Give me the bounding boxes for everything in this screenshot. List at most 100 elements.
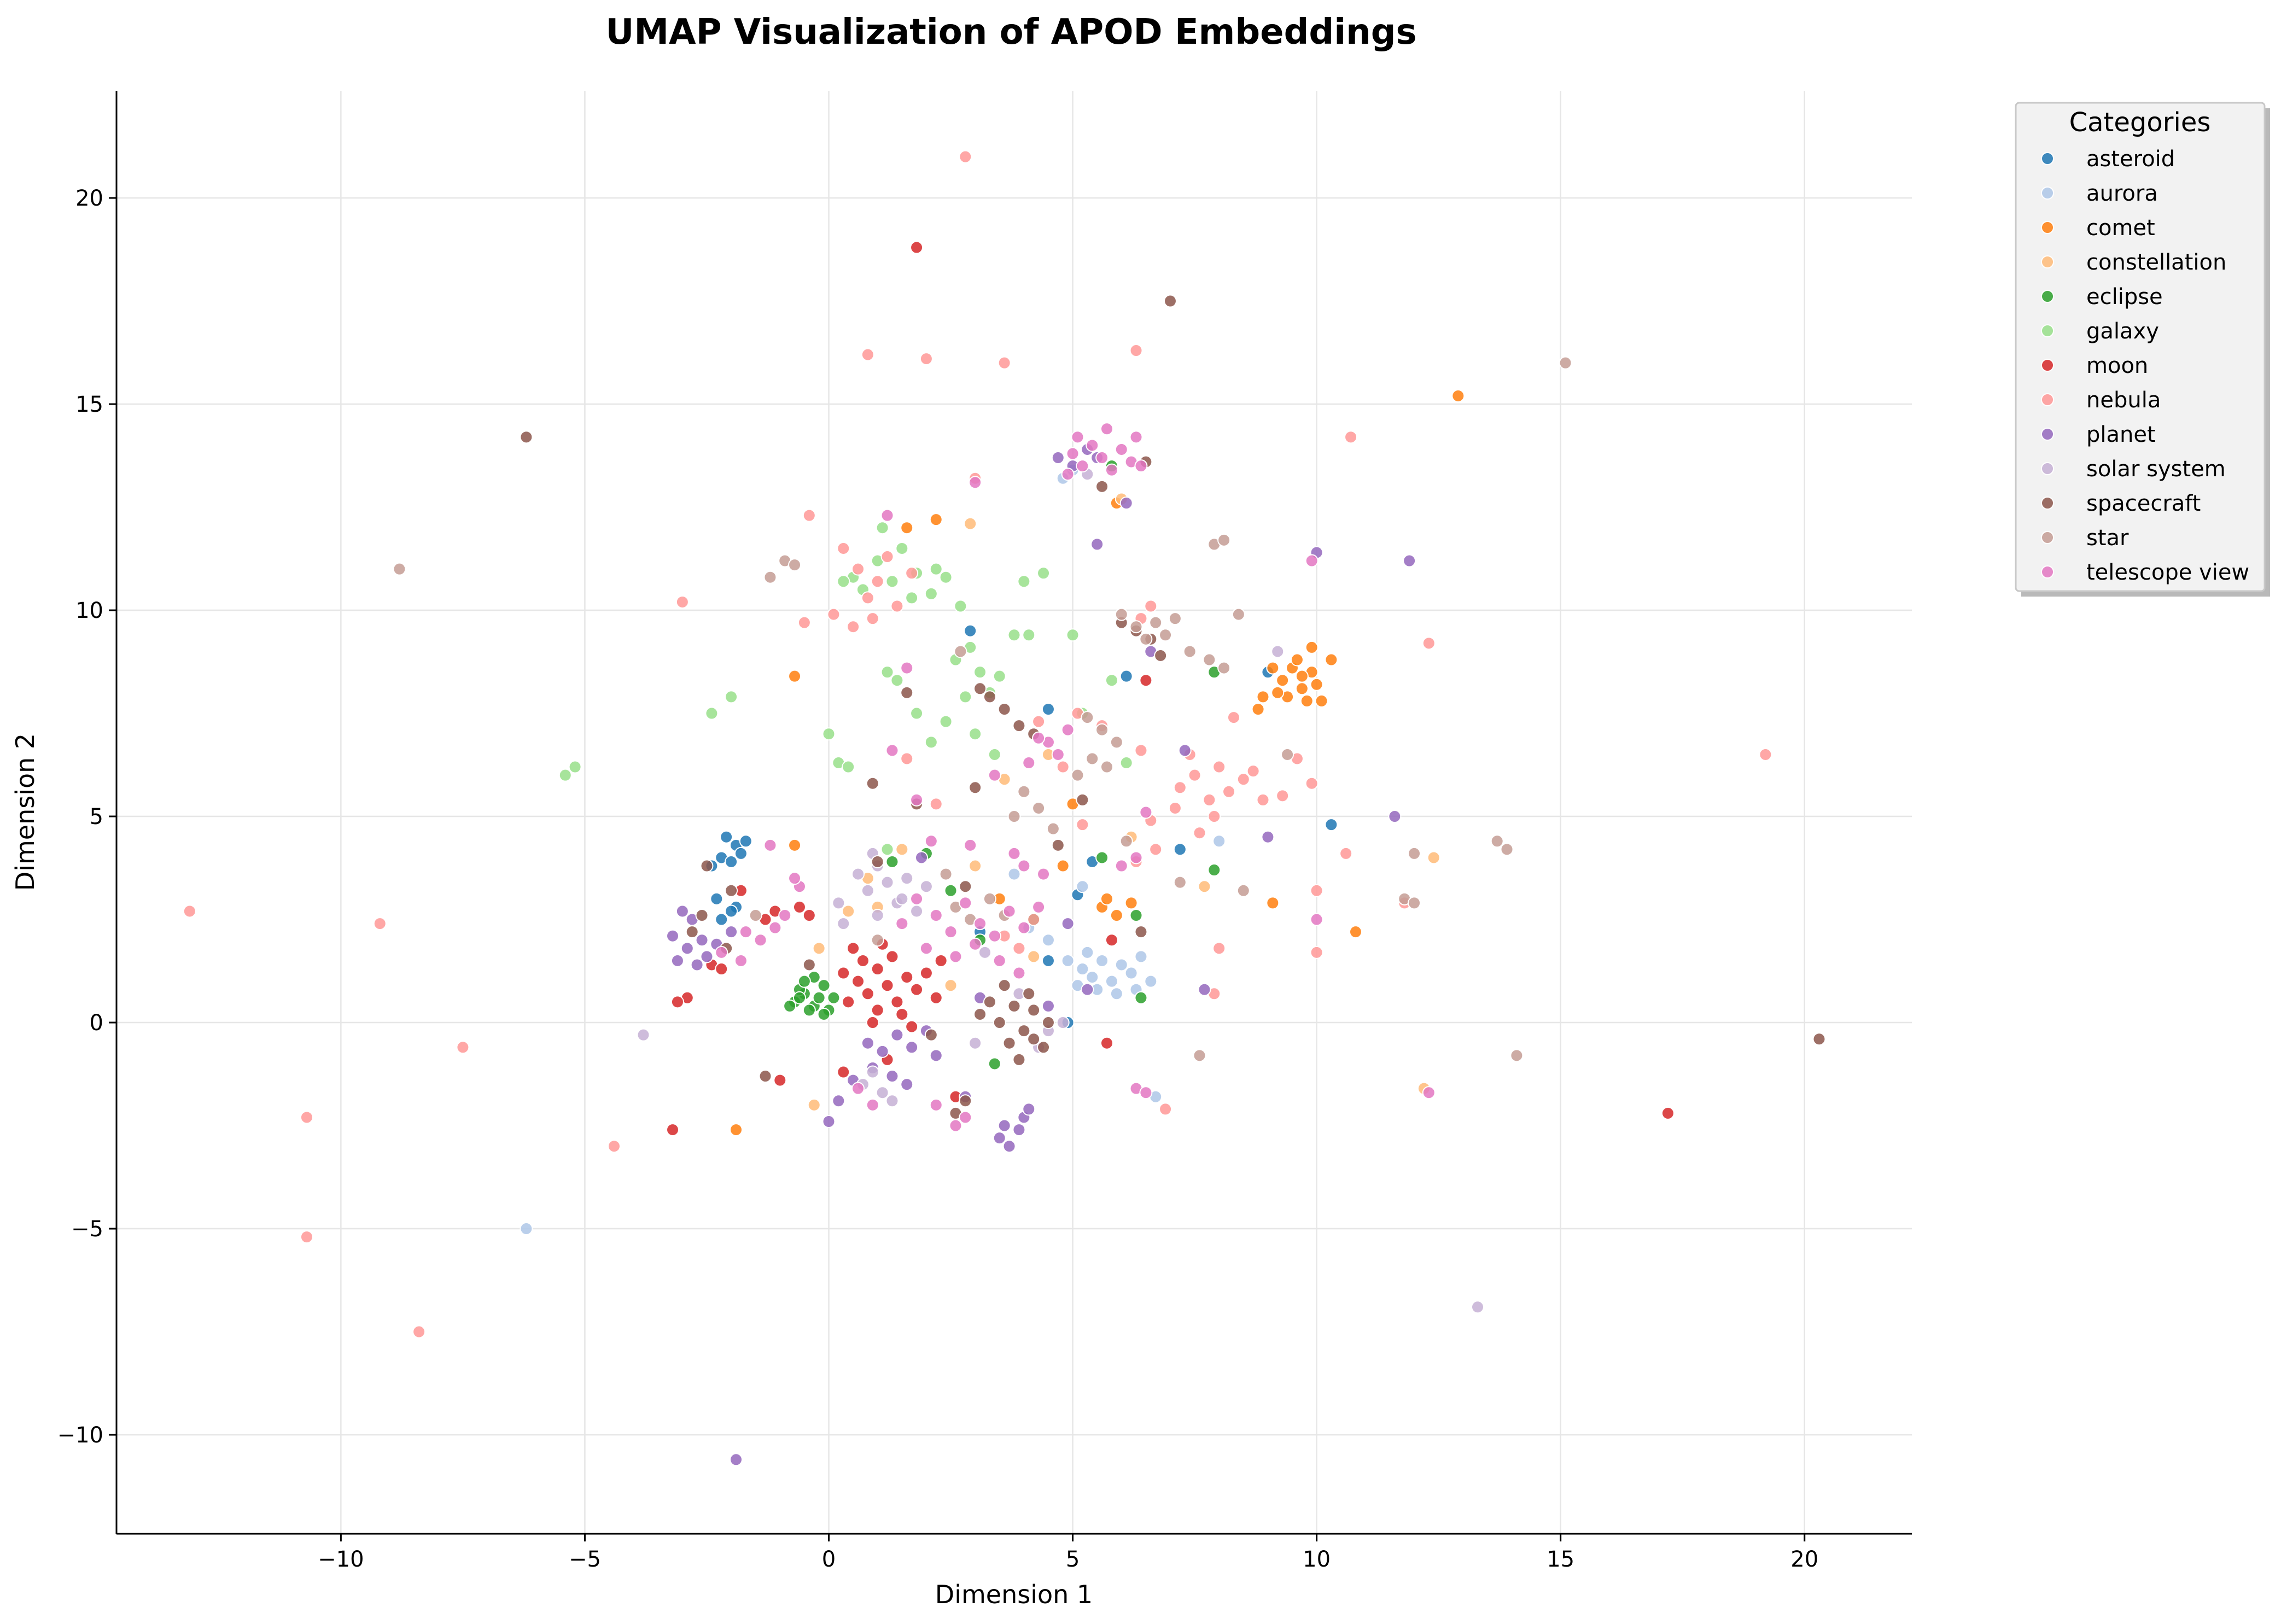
data-point [847, 942, 860, 955]
data-point [1061, 917, 1075, 931]
data-point [964, 624, 977, 638]
data-point [973, 1007, 987, 1021]
data-point [1095, 480, 1109, 493]
data-point [1071, 768, 1084, 782]
data-point [1002, 1036, 1016, 1050]
data-point [914, 851, 928, 864]
data-point [1154, 649, 1168, 662]
data-point [1173, 843, 1187, 856]
data-point [1193, 1049, 1206, 1062]
data-point [1076, 880, 1089, 893]
data-point [802, 1003, 816, 1017]
x-tick-label: 0 [822, 1547, 836, 1572]
data-point [959, 150, 972, 163]
data-point [1105, 974, 1118, 988]
data-point [964, 517, 977, 530]
y-tick-label: 0 [90, 1010, 103, 1036]
data-point [725, 690, 738, 704]
data-point [1427, 851, 1440, 864]
data-point [900, 1078, 914, 1091]
data-point [929, 991, 943, 1004]
data-point [680, 942, 694, 955]
data-point [842, 995, 855, 1009]
legend-item: eclipse [2041, 284, 2163, 309]
data-point [837, 917, 850, 931]
data-point [715, 962, 728, 976]
data-point [871, 909, 884, 922]
data-point [1315, 694, 1328, 708]
legend-label: eclipse [2086, 284, 2163, 309]
data-point [929, 797, 943, 811]
data-point [715, 945, 728, 959]
data-point [1451, 389, 1465, 402]
y-axis-label: Dimension 2 [10, 733, 40, 891]
data-point [1100, 760, 1114, 774]
data-point [871, 933, 884, 947]
series-moon [666, 241, 1675, 1137]
data-point [988, 929, 1001, 943]
data-point [885, 575, 899, 588]
data-point [861, 348, 874, 361]
data-point [954, 599, 967, 613]
data-point [1163, 294, 1177, 308]
data-point [895, 917, 909, 931]
data-point [1007, 999, 1021, 1013]
data-point [969, 859, 982, 873]
data-point [1061, 468, 1075, 481]
data-point [1310, 677, 1323, 691]
data-point [695, 933, 709, 947]
series-constellation [807, 492, 1440, 1112]
data-point [1193, 826, 1206, 840]
series-aurora [520, 463, 1226, 1236]
legend-label: aurora [2086, 181, 2158, 206]
data-point [832, 1094, 845, 1108]
legend-item: nebula [2041, 388, 2161, 413]
data-point [900, 752, 914, 766]
data-point [866, 1098, 879, 1112]
data-point [866, 1016, 879, 1030]
data-point [788, 558, 802, 572]
data-point [1051, 451, 1065, 465]
data-point [797, 974, 811, 988]
legend-items: asteroid aurora comet constellation eclipse g… [2041, 147, 2249, 585]
legend-label: solar system [2086, 457, 2226, 482]
data-point [822, 727, 836, 741]
data-point [861, 1036, 874, 1050]
data-point [1207, 810, 1221, 823]
data-point [997, 1119, 1011, 1132]
data-point [1144, 599, 1158, 613]
data-point [856, 954, 870, 967]
data-point [939, 867, 953, 881]
data-point [1012, 966, 1026, 980]
data-point [1271, 686, 1285, 699]
y-tick-label: 20 [75, 186, 103, 211]
data-point [851, 1082, 865, 1095]
data-point [1100, 422, 1114, 436]
data-point [880, 550, 894, 564]
data-point [1066, 628, 1080, 642]
data-point [812, 991, 826, 1004]
data-point [1236, 884, 1250, 897]
y-tick-label: 5 [90, 804, 103, 829]
data-point [1149, 843, 1163, 856]
data-point [929, 1049, 943, 1062]
data-point [807, 1098, 821, 1112]
series-galaxy [558, 521, 1133, 856]
data-point [773, 1073, 787, 1087]
legend: Categories asteroid aurora comet constellat… [2015, 102, 2270, 597]
data-point [1076, 818, 1089, 832]
data-point [1471, 1300, 1485, 1314]
data-point [1095, 723, 1109, 737]
data-point [1105, 674, 1118, 687]
legend-label: moon [2086, 353, 2148, 378]
legend-marker [2041, 359, 2054, 372]
x-tick-label: 5 [1066, 1547, 1080, 1572]
data-point [1032, 801, 1046, 815]
data-point [969, 781, 982, 795]
data-point [1305, 776, 1319, 790]
y-tick-label: 15 [75, 392, 103, 417]
data-point [1095, 451, 1109, 465]
data-point [1022, 756, 1036, 770]
data-point [895, 892, 909, 906]
data-point [729, 1123, 743, 1137]
